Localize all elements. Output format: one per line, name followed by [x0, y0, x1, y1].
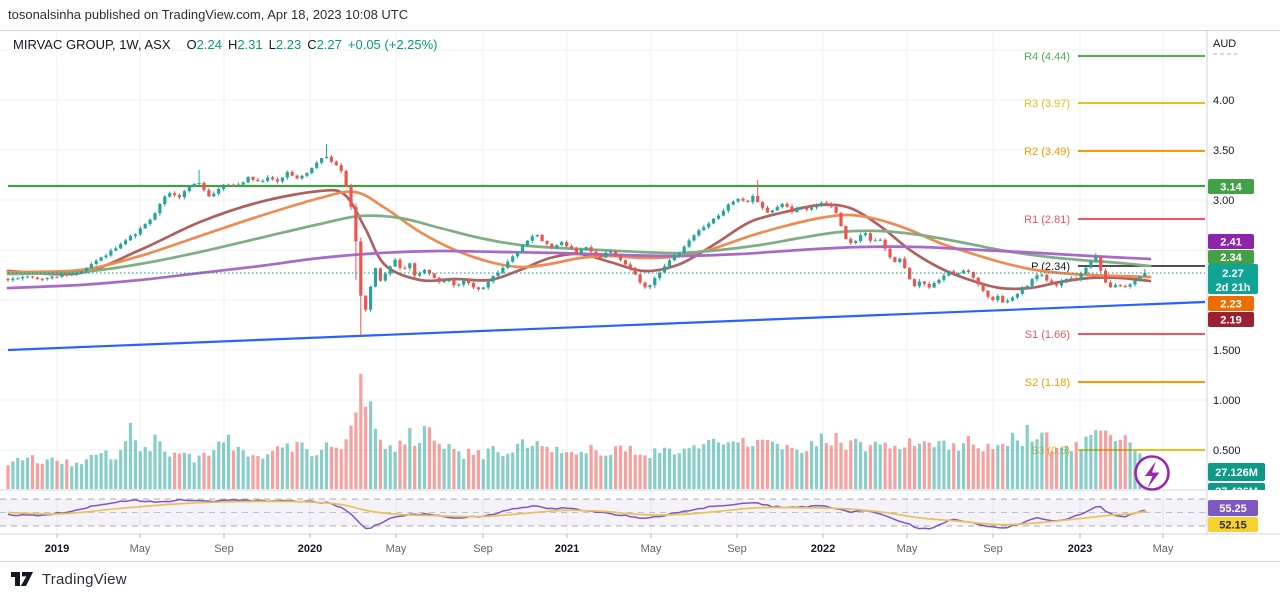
close-value: 2.27 [316, 37, 342, 52]
price-axis[interactable]: AUD 4.00 3.50 3.00 1.500 1.000 0.500 3.14 2.41 2.… [1208, 38, 1265, 532]
price-tick: 3.50 [1213, 145, 1234, 157]
low-value: 2.23 [275, 37, 302, 52]
published-text: tosonalsinha published on TradingView.co… [8, 7, 409, 22]
svg-text:2.34: 2.34 [1220, 252, 1242, 264]
pivot-label: R3 (3.97) [1024, 98, 1070, 110]
trendline[interactable] [7, 300, 1206, 352]
svg-text:55.25: 55.25 [1219, 503, 1247, 515]
price-tick: 1.500 [1213, 345, 1241, 357]
tradingview-logo [11, 572, 33, 586]
published-header: tosonalsinha published on TradingView.co… [0, 0, 1280, 30]
current-price-countdown-badge: 2.27 2d 21h [1208, 264, 1258, 294]
currency-label: AUD [1213, 38, 1236, 50]
month-label: Sep [214, 543, 234, 555]
moving-averages [6, 188, 1152, 291]
pivot-label: S1 (1.66) [1025, 329, 1070, 341]
ma-mid-line [6, 190, 1152, 279]
month-label: May [641, 543, 662, 555]
month-label: Sep [983, 543, 1003, 555]
footer-brand: TradingView [42, 570, 127, 588]
year-label: 2022 [811, 543, 835, 555]
symbol-legend: MIRVAC GROUP, 1W, ASX O2.24 H2.31 L2.23 C2.2… [13, 37, 438, 52]
pivot-line-s2: S2 (1.18) [1025, 377, 1205, 389]
low-label: L [268, 37, 276, 52]
pivot-label: S2 (1.18) [1025, 377, 1070, 389]
price-tick: 1.000 [1213, 395, 1241, 407]
rsi-line [7, 498, 1146, 530]
pivot-line-s1: S1 (1.66) [1025, 329, 1205, 341]
svg-text:2d 21h: 2d 21h [1216, 282, 1251, 294]
high-value: 2.31 [237, 37, 263, 52]
time-axis[interactable]: 2019 May Sep 2020 May Sep 2021 May Sep 2022 May Sep… [45, 534, 1174, 555]
year-label: 2021 [555, 543, 579, 555]
pivot-label: R4 (4.44) [1024, 51, 1070, 63]
close-label: C [307, 37, 317, 52]
lightning-icon [1145, 461, 1160, 488]
volume-badge: 27.126M [1208, 463, 1265, 481]
ma-slow-line [6, 214, 1152, 276]
year-label: 2023 [1068, 543, 1092, 555]
pivot-label: R2 (3.49) [1024, 146, 1070, 158]
rsi-ma-line [7, 500, 1148, 526]
boost-button[interactable] [1134, 455, 1170, 491]
month-label: May [386, 543, 407, 555]
month-label: Sep [727, 543, 747, 555]
svg-text:27.426M: 27.426M [1215, 486, 1258, 498]
ma-fast-price-badge: 2.19 [1208, 312, 1254, 327]
rsi-pane [7, 498, 1148, 530]
month-label: May [130, 543, 151, 555]
chart-area[interactable]: MIRVAC GROUP, 1W, ASX O2.24 H2.31 L2.23 C2.2… [0, 30, 1280, 562]
price-tick: 3.00 [1213, 195, 1234, 207]
volume-ma-badge: 27.426M [1208, 483, 1265, 498]
open-label: O [186, 37, 197, 52]
svg-text:2.27: 2.27 [1222, 268, 1243, 280]
month-label: Sep [473, 543, 493, 555]
pivot-line-r2: R2 (3.49) [1024, 146, 1205, 158]
svg-text:2.41: 2.41 [1220, 237, 1241, 249]
volume-series [6, 373, 1147, 489]
pivot-line-r3: R3 (3.97) [1024, 98, 1205, 110]
ma-slowest-price-badge: 2.41 [1208, 234, 1254, 249]
svg-text:2.23: 2.23 [1220, 299, 1241, 311]
rsi-badge: 55.25 [1208, 500, 1258, 516]
ma-mid-price-badge: 2.23 [1208, 296, 1254, 311]
resistance-price-badge: 3.14 [1208, 179, 1254, 194]
svg-text:27.126M: 27.126M [1215, 467, 1258, 479]
change-value: +0.05 (+2.25%) [347, 37, 438, 52]
svg-text:52.15: 52.15 [1219, 520, 1247, 532]
footer: TradingView [0, 562, 1280, 595]
ma-fast-line [6, 188, 1152, 291]
open-value: 2.24 [196, 37, 222, 52]
high-label: H [227, 37, 238, 52]
ma-slow-price-badge: 2.34 [1208, 250, 1254, 264]
price-chart-canvas[interactable]: R4 (4.44)R3 (3.97)R2 (3.49)R1 (2.81)P (2… [0, 31, 1280, 561]
month-label: May [1153, 543, 1174, 555]
price-tick: 0.500 [1213, 445, 1241, 457]
year-label: 2020 [298, 543, 322, 555]
svg-text:3.14: 3.14 [1220, 182, 1242, 194]
month-label: May [897, 543, 918, 555]
rsi-ma-badge: 52.15 [1208, 517, 1258, 532]
year-label: 2019 [45, 543, 69, 555]
symbol-title: MIRVAC GROUP, 1W, ASX [13, 37, 171, 52]
candlestick-series[interactable] [6, 144, 1147, 336]
pivot-line-r4: R4 (4.44) [1024, 51, 1205, 63]
price-tick: 4.00 [1213, 95, 1234, 107]
svg-text:2.19: 2.19 [1220, 315, 1241, 327]
pivot-line-r1: R1 (2.81) [1024, 214, 1205, 226]
pivot-label: R1 (2.81) [1024, 214, 1070, 226]
